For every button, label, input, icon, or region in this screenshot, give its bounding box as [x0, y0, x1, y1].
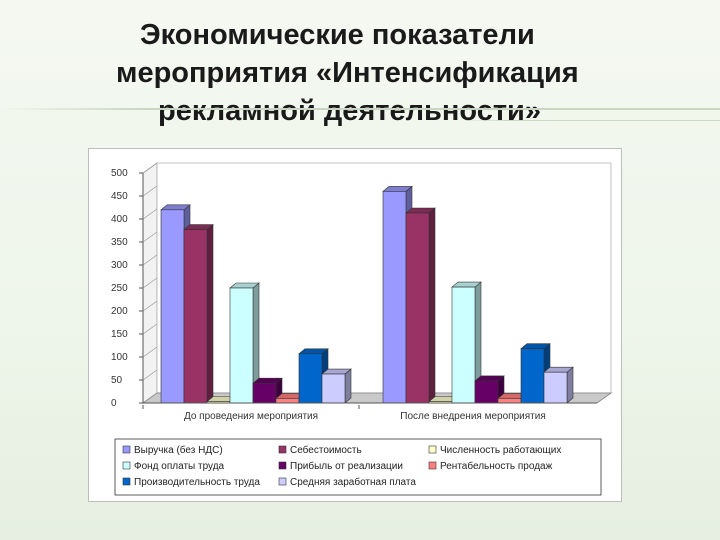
- bar-front: [520, 348, 545, 404]
- legend-label: Себестоимость: [290, 444, 362, 456]
- x-category-label: До проведения мероприятия: [184, 411, 318, 422]
- chart-categories: До проведения мероприятия После внедрения…: [142, 402, 597, 422]
- bar-front: [405, 212, 430, 404]
- y-tick-label: 100: [111, 352, 128, 363]
- bar: [321, 368, 352, 404]
- title-line-1: Экономические показатели: [140, 19, 535, 51]
- bar-chart: 0 50 100 150 200 250 300 350 400 450 500 До провед…: [111, 162, 613, 496]
- y-gridline-diagonal: [142, 208, 158, 220]
- bar: [405, 207, 436, 404]
- legend-swatch: [278, 445, 287, 454]
- page-title: Экономические показатели мероприятия «Ин…: [90, 16, 690, 130]
- y-gridline-diagonal: [142, 254, 158, 266]
- legend-swatch: [428, 445, 437, 454]
- chart-legend: Выручка (без НДС) Себестоимость Численност…: [114, 438, 602, 496]
- title-divider: [0, 108, 720, 110]
- bar-front: [497, 398, 522, 404]
- y-gridline-diagonal: [142, 369, 158, 381]
- y-tick-label: 500: [111, 168, 128, 179]
- y-tick-label: 200: [111, 306, 128, 317]
- bar: [543, 366, 574, 404]
- bar-front: [160, 209, 185, 404]
- legend-swatch: [428, 461, 437, 470]
- legend-label: Численность работающих: [440, 444, 561, 456]
- y-gridline-diagonal: [142, 162, 158, 174]
- bar-front: [382, 191, 407, 404]
- legend-label: Средняя заработная плата: [290, 476, 416, 488]
- legend-label: Рентабельность продаж: [440, 460, 553, 472]
- chart-bars: [160, 185, 574, 404]
- y-tick-label: 250: [111, 283, 128, 294]
- y-gridline-diagonal: [142, 346, 158, 358]
- y-tick-label: 50: [111, 375, 123, 386]
- bar-front: [275, 398, 300, 404]
- y-tick-label: 400: [111, 214, 128, 225]
- bar-side: [206, 223, 214, 404]
- bar: [252, 377, 283, 404]
- legend-label: Прибыль от реализации: [290, 460, 403, 472]
- y-tick-label: 300: [111, 260, 128, 271]
- bar-front: [321, 373, 346, 404]
- y-gridline-diagonal: [142, 231, 158, 243]
- bar-front: [474, 380, 499, 404]
- chart-container: 0 50 100 150 200 250 300 350 400 450 500 До провед…: [88, 148, 622, 502]
- y-tick-label: 450: [111, 191, 128, 202]
- y-gridline-diagonal: [142, 277, 158, 289]
- bar: [229, 282, 260, 404]
- legend-label: Фонд оплаты труда: [134, 461, 225, 472]
- y-tick-label: 350: [111, 237, 128, 248]
- legend-swatch: [278, 461, 287, 470]
- title-divider-thin: [460, 120, 720, 121]
- legend-swatch: [278, 477, 287, 486]
- y-tick-label: 0: [111, 398, 117, 409]
- bar-front: [298, 353, 323, 404]
- bar: [451, 281, 482, 404]
- legend-box: [114, 438, 602, 496]
- bar-front: [229, 287, 254, 404]
- bar: [183, 223, 214, 404]
- legend-swatch: [122, 461, 131, 470]
- legend-swatch: [122, 477, 131, 486]
- bar-front: [252, 382, 277, 404]
- title-line-2: мероприятия «Интенсификация: [116, 57, 579, 89]
- legend-swatch: [122, 445, 131, 454]
- y-gridline-diagonal: [142, 323, 158, 335]
- x-category-label: После внедрения мероприятия: [400, 411, 545, 422]
- y-tick-label: 150: [111, 329, 128, 340]
- bar-side: [428, 207, 436, 404]
- y-gridline-diagonal: [142, 185, 158, 197]
- bar-side: [344, 368, 352, 404]
- legend-label: Выручка (без НДС): [134, 444, 223, 456]
- bar-front: [451, 286, 476, 404]
- bar-front: [543, 371, 568, 404]
- bar-front: [183, 229, 208, 404]
- title-line-3: рекламной деятельности»: [158, 95, 542, 127]
- bar: [474, 375, 505, 404]
- y-gridline-diagonal: [142, 392, 158, 404]
- bar-side: [566, 366, 574, 404]
- y-gridline-diagonal: [142, 300, 158, 312]
- legend-label: Производительность труда: [134, 477, 260, 488]
